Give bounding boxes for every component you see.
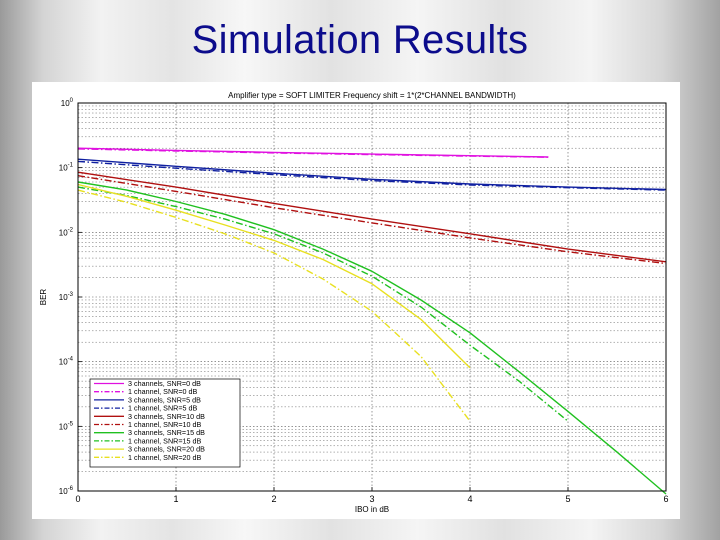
x-tick-label: 3 xyxy=(369,494,374,504)
y-tick-label: 10-5 xyxy=(59,421,74,431)
legend-label: 1 channel, SNR=10 dB xyxy=(128,420,202,429)
legend-label: 3 channels, SNR=20 dB xyxy=(128,445,205,454)
legend-label: 1 channel, SNR=15 dB xyxy=(128,436,202,445)
series-line xyxy=(77,175,667,265)
x-tick-label: 1 xyxy=(173,494,178,504)
series-line xyxy=(77,148,549,158)
ticks: 0 1 2 3 4 5 6 100 10-1 10-2 10-3 10-4 10-5 10-6 xyxy=(59,98,669,504)
figure-panel: 0 1 2 3 4 5 6 100 10-1 10-2 10-3 10-4 10-5 10-6 Ampli… xyxy=(32,82,680,519)
series-line xyxy=(77,189,471,422)
y-tick-label: 100 xyxy=(61,98,74,108)
legend-box xyxy=(89,378,241,468)
slide-title: Simulation Results xyxy=(191,18,529,62)
legend-label: 3 channels, SNR=5 dB xyxy=(128,395,201,404)
legend-label: 1 channel, SNR=0 dB xyxy=(128,387,198,396)
chart-title: Amplifier type = SOFT LIMITER Frequency … xyxy=(228,91,516,100)
y-tick-label: 10-1 xyxy=(59,163,74,173)
y-tick-label: 10-6 xyxy=(59,486,74,496)
x-tick-label: 0 xyxy=(75,494,80,504)
y-tick-label: 10-4 xyxy=(59,357,74,367)
y-tick-label: 10-3 xyxy=(59,292,74,302)
ber-chart: 0 1 2 3 4 5 6 100 10-1 10-2 10-3 10-4 10-5 10-6 Ampli… xyxy=(39,91,669,514)
x-tick-label: 2 xyxy=(271,494,276,504)
y-tick-label: 10-2 xyxy=(59,227,74,237)
series-line xyxy=(77,186,569,422)
series-line xyxy=(77,171,667,263)
series-line xyxy=(77,160,667,191)
x-axis-label: IBO in dB xyxy=(355,505,389,514)
series-line xyxy=(77,183,471,369)
legend: 3 channels, SNR=0 dB1 channel, SNR=0 dB3… xyxy=(89,378,241,468)
legend-label: 1 channel, SNR=5 dB xyxy=(128,404,198,413)
x-tick-label: 5 xyxy=(565,494,570,504)
legend-label: 3 channels, SNR=15 dB xyxy=(128,428,205,437)
y-axis-label: BER xyxy=(39,289,48,306)
x-tick-label: 4 xyxy=(467,494,472,504)
x-tick-label: 6 xyxy=(663,494,668,504)
series-line xyxy=(77,181,667,495)
legend-label: 1 channel, SNR=20 dB xyxy=(128,453,202,462)
series-lines xyxy=(77,147,667,495)
legend-label: 3 channels, SNR=0 dB xyxy=(128,379,201,388)
legend-label: 3 channels, SNR=10 dB xyxy=(128,412,205,421)
